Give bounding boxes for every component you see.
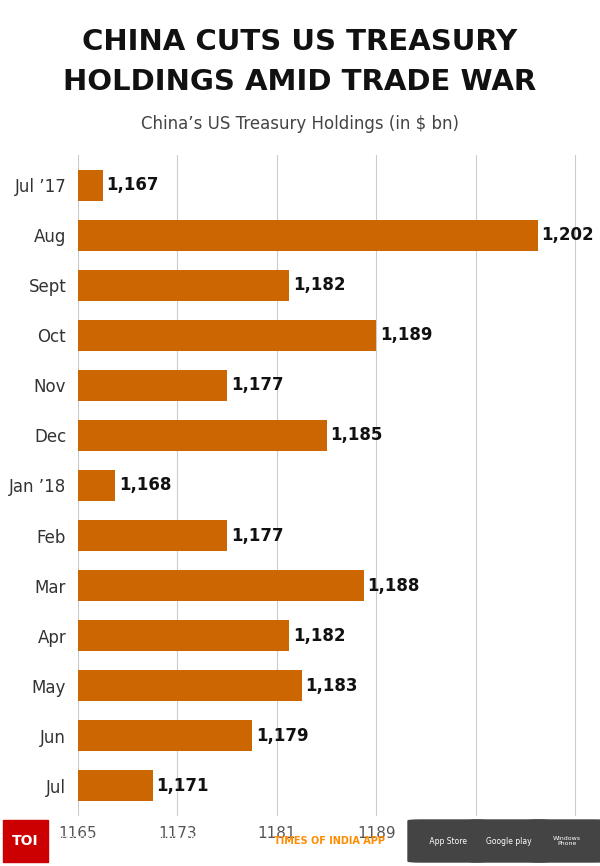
Text: Google play: Google play bbox=[486, 837, 532, 845]
Text: 1,183: 1,183 bbox=[305, 677, 358, 695]
Text: 1,168: 1,168 bbox=[119, 476, 172, 494]
Bar bbox=[78, 520, 227, 551]
Bar bbox=[78, 670, 302, 701]
Bar bbox=[78, 170, 103, 201]
Text: CHINA CUTS US TREASURY: CHINA CUTS US TREASURY bbox=[82, 28, 518, 56]
Bar bbox=[78, 420, 326, 451]
Text: 1,189: 1,189 bbox=[380, 326, 433, 345]
Text: 1,185: 1,185 bbox=[330, 426, 383, 444]
Text: TOI: TOI bbox=[12, 834, 38, 848]
Text: 1,177: 1,177 bbox=[231, 377, 283, 394]
Text: 1,182: 1,182 bbox=[293, 627, 346, 644]
Text: 1,167: 1,167 bbox=[107, 176, 159, 194]
Bar bbox=[78, 721, 252, 752]
Bar bbox=[78, 370, 227, 401]
Text: App Store: App Store bbox=[427, 837, 467, 845]
Text: TIMES OF INDIA APP: TIMES OF INDIA APP bbox=[274, 836, 385, 846]
Bar bbox=[78, 620, 289, 651]
Bar bbox=[78, 320, 376, 351]
Text: 1,182: 1,182 bbox=[293, 276, 346, 294]
FancyBboxPatch shape bbox=[468, 820, 549, 862]
Bar bbox=[78, 771, 152, 801]
Bar bbox=[78, 220, 538, 250]
Bar bbox=[78, 570, 364, 601]
Text: 1,171: 1,171 bbox=[156, 777, 209, 795]
FancyBboxPatch shape bbox=[528, 820, 600, 862]
Bar bbox=[78, 470, 115, 501]
Text: China’s US Treasury Holdings (in $ bn): China’s US Treasury Holdings (in $ bn) bbox=[141, 115, 459, 133]
Text: FOR MORE  INFOGRAPHICS DOWNLOAD: FOR MORE INFOGRAPHICS DOWNLOAD bbox=[55, 836, 253, 846]
Text: Windows
Phone: Windows Phone bbox=[553, 836, 581, 846]
Bar bbox=[78, 269, 289, 301]
Text: 1,202: 1,202 bbox=[542, 226, 594, 244]
Text: 1,179: 1,179 bbox=[256, 727, 308, 745]
Text: HOLDINGS AMID TRADE WAR: HOLDINGS AMID TRADE WAR bbox=[64, 68, 536, 96]
Text: 1,177: 1,177 bbox=[231, 527, 283, 545]
Text: 1,188: 1,188 bbox=[368, 577, 420, 595]
FancyBboxPatch shape bbox=[408, 820, 486, 862]
FancyBboxPatch shape bbox=[3, 820, 48, 862]
